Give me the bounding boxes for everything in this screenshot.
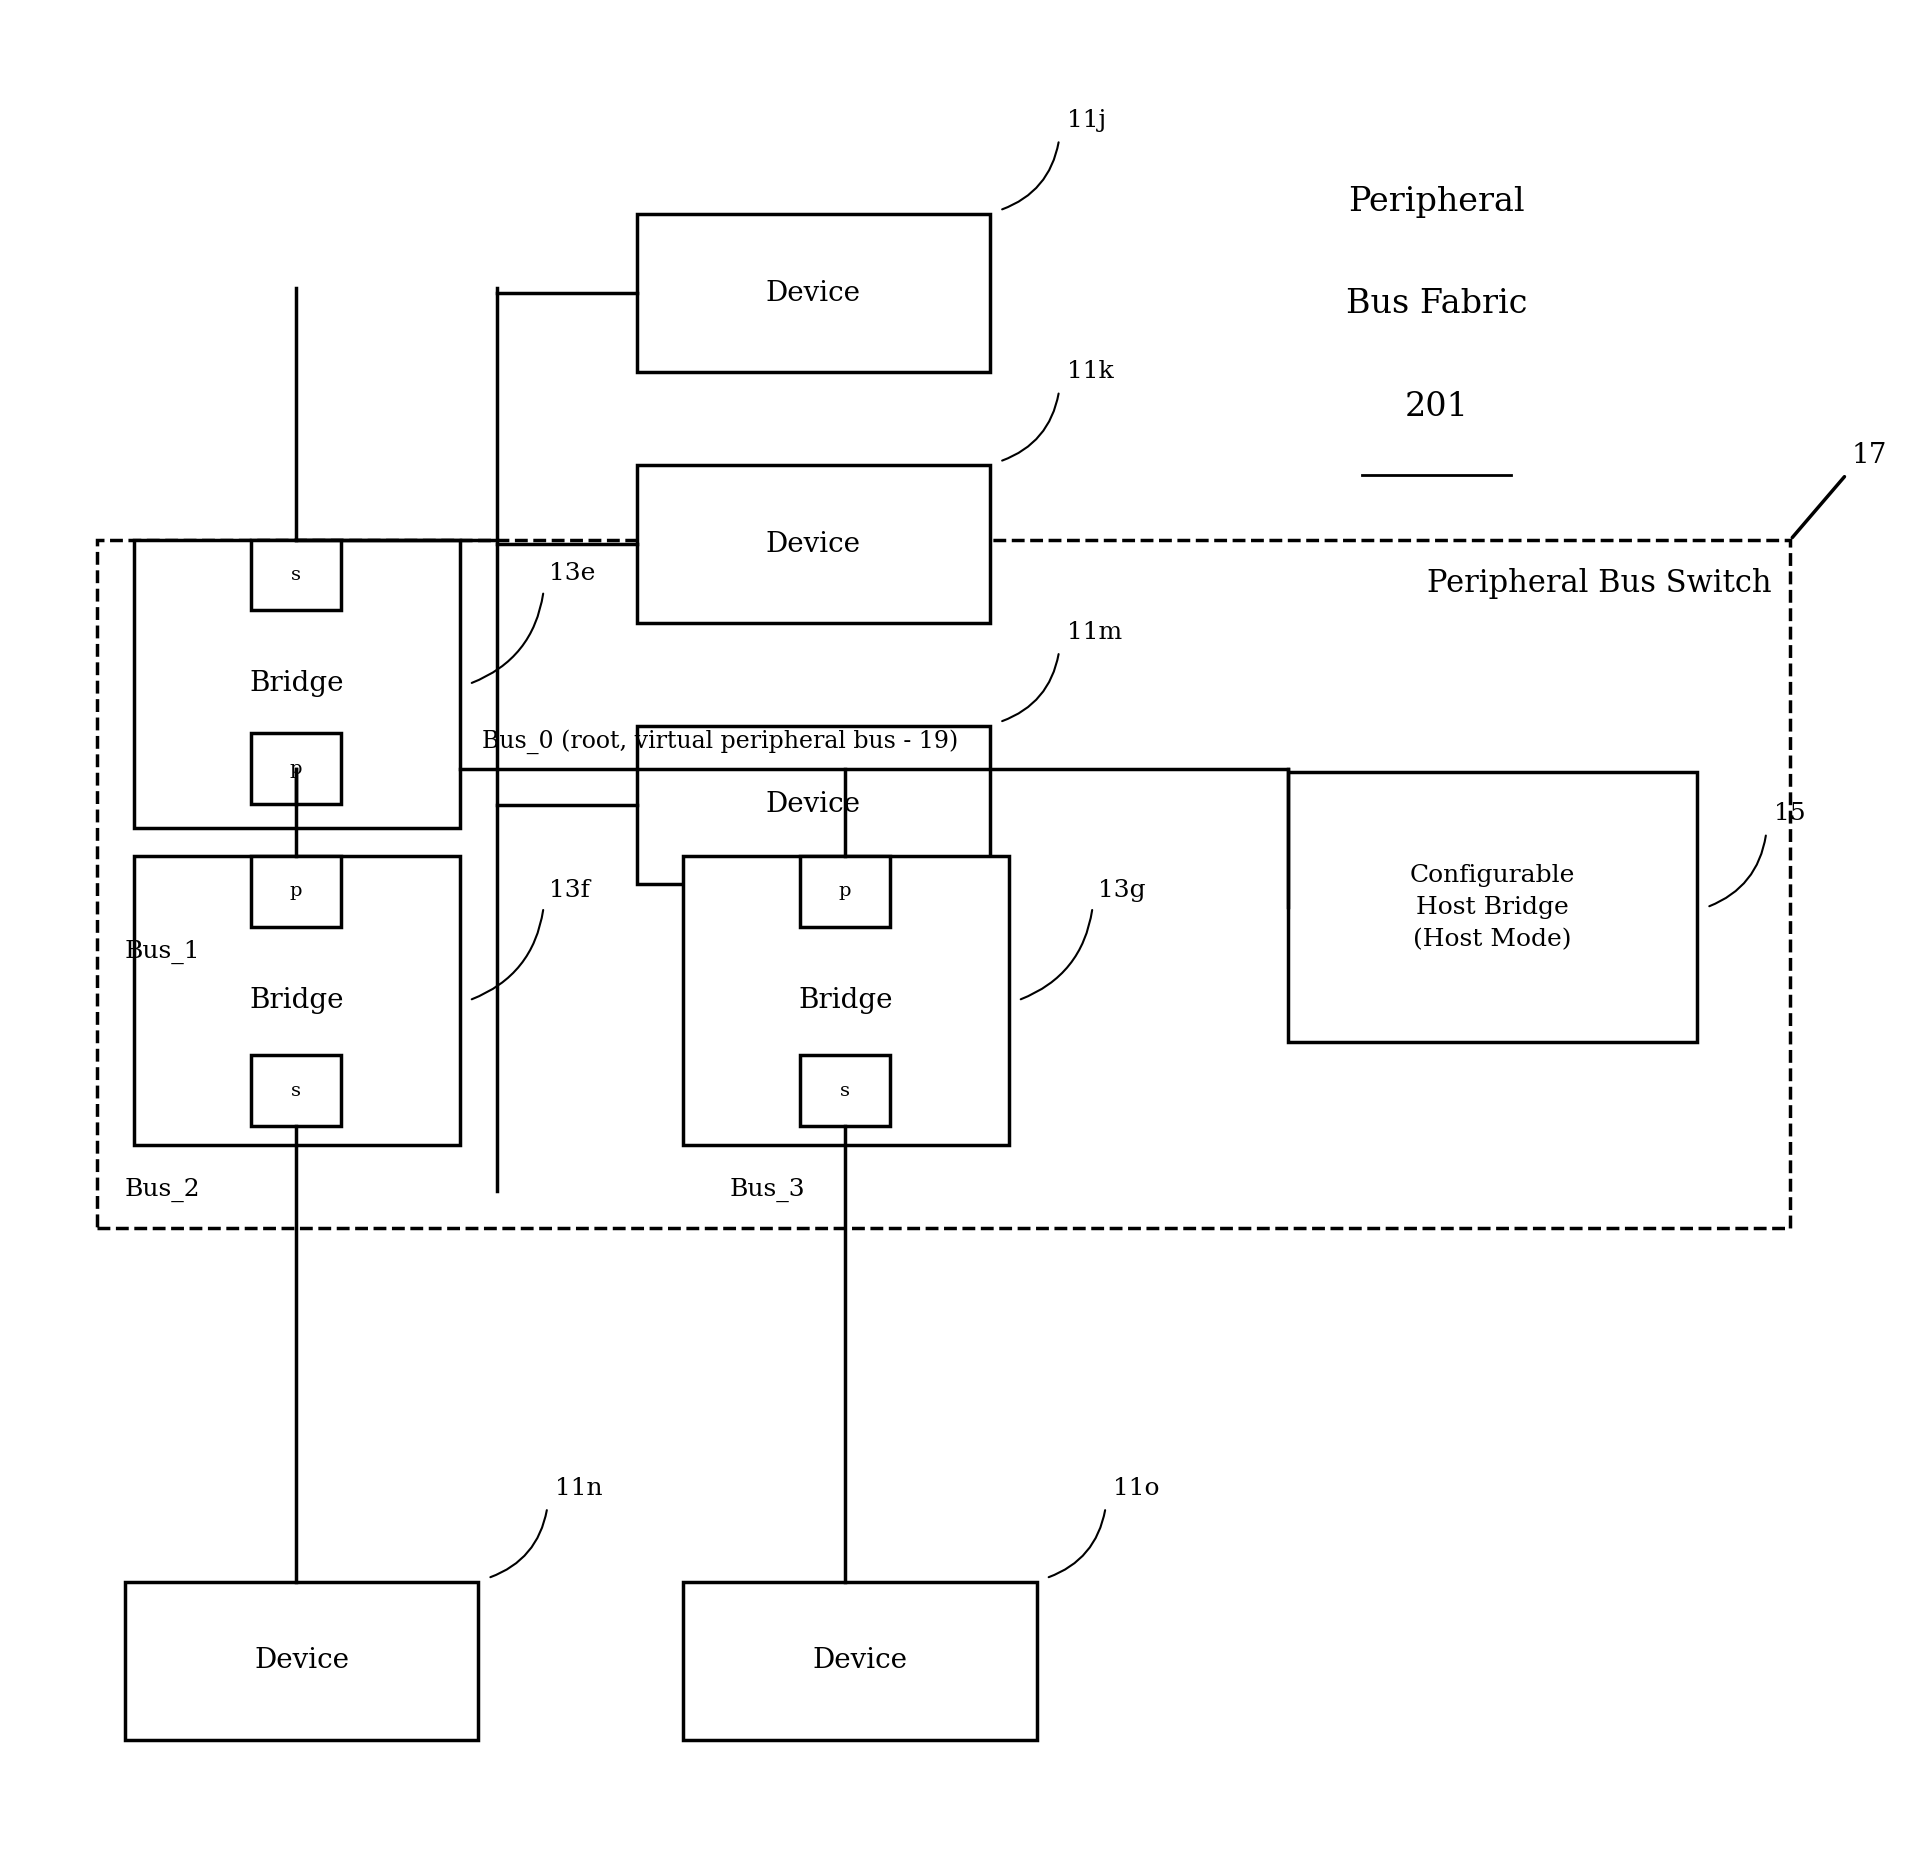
Text: 11o: 11o bbox=[1113, 1478, 1158, 1500]
Text: Bridge: Bridge bbox=[250, 986, 345, 1014]
Text: Bus_1: Bus_1 bbox=[126, 940, 200, 964]
FancyBboxPatch shape bbox=[682, 1582, 1036, 1740]
Text: Device: Device bbox=[766, 279, 861, 307]
Text: Device: Device bbox=[253, 1647, 349, 1675]
Text: s: s bbox=[840, 1081, 850, 1100]
FancyBboxPatch shape bbox=[133, 856, 459, 1145]
FancyBboxPatch shape bbox=[800, 856, 890, 927]
Text: Bus_3: Bus_3 bbox=[730, 1178, 806, 1202]
Text: Peripheral: Peripheral bbox=[1349, 186, 1524, 218]
Text: Bridge: Bridge bbox=[798, 986, 893, 1014]
Text: Device: Device bbox=[766, 530, 861, 558]
FancyBboxPatch shape bbox=[251, 733, 341, 804]
FancyBboxPatch shape bbox=[636, 465, 991, 623]
Text: 11j: 11j bbox=[1067, 110, 1105, 132]
Text: Bridge: Bridge bbox=[250, 670, 345, 698]
Text: Bus Fabric: Bus Fabric bbox=[1345, 288, 1526, 320]
Text: Device: Device bbox=[766, 791, 861, 819]
Text: 11n: 11n bbox=[554, 1478, 602, 1500]
Text: Device: Device bbox=[812, 1647, 907, 1675]
FancyBboxPatch shape bbox=[636, 214, 991, 372]
FancyBboxPatch shape bbox=[251, 856, 341, 927]
Text: s: s bbox=[291, 566, 301, 584]
FancyBboxPatch shape bbox=[682, 856, 1008, 1145]
Text: Bus_0 (root, virtual peripheral bus - 19): Bus_0 (root, virtual peripheral bus - 19… bbox=[482, 730, 958, 754]
Text: Configurable
Host Bridge
(Host Mode): Configurable Host Bridge (Host Mode) bbox=[1410, 864, 1575, 951]
Text: 13e: 13e bbox=[549, 562, 594, 584]
Text: Bus_2: Bus_2 bbox=[126, 1178, 200, 1202]
Text: 13f: 13f bbox=[549, 878, 591, 901]
Text: p: p bbox=[838, 882, 852, 901]
Text: 201: 201 bbox=[1404, 391, 1469, 422]
Text: Peripheral Bus Switch: Peripheral Bus Switch bbox=[1427, 568, 1772, 599]
Text: 15: 15 bbox=[1774, 802, 1804, 826]
FancyBboxPatch shape bbox=[126, 1582, 478, 1740]
FancyBboxPatch shape bbox=[800, 1055, 890, 1126]
FancyBboxPatch shape bbox=[636, 726, 991, 884]
FancyBboxPatch shape bbox=[251, 540, 341, 610]
Text: 11m: 11m bbox=[1067, 622, 1120, 644]
FancyBboxPatch shape bbox=[251, 1055, 341, 1126]
Text: 17: 17 bbox=[1852, 441, 1886, 469]
Text: p: p bbox=[290, 759, 303, 778]
FancyBboxPatch shape bbox=[1288, 772, 1697, 1042]
Text: 13g: 13g bbox=[1097, 878, 1145, 901]
Text: s: s bbox=[291, 1081, 301, 1100]
FancyBboxPatch shape bbox=[133, 540, 459, 828]
Text: p: p bbox=[290, 882, 303, 901]
Text: 11k: 11k bbox=[1067, 361, 1113, 383]
